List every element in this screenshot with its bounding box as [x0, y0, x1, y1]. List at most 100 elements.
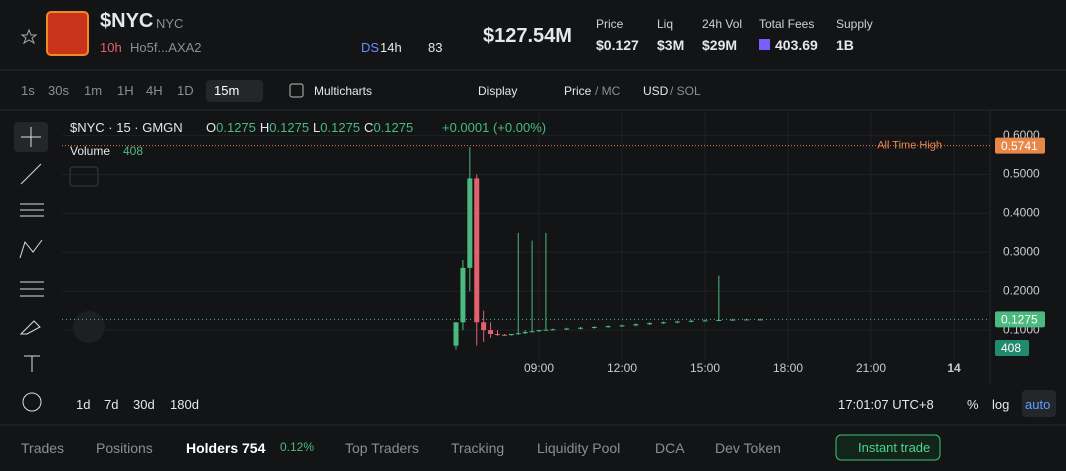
candle-body — [515, 333, 521, 335]
ath-value: 0.5741 — [1001, 139, 1038, 153]
tab[interactable]: Trades — [21, 440, 65, 456]
price-value: 0.1275 — [1001, 313, 1038, 327]
stat-label: Price — [596, 17, 624, 31]
instant-trade[interactable]: Instant trade — [858, 440, 931, 455]
x-tick-label: 14 — [947, 361, 961, 375]
tab[interactable]: DCA — [655, 440, 685, 456]
interval[interactable]: 1s — [21, 83, 35, 98]
usd-toggle[interactable]: USD — [643, 84, 669, 98]
prediction-tool[interactable] — [20, 281, 44, 297]
candle-body — [661, 322, 667, 324]
tv-logo — [73, 311, 105, 343]
multicharts[interactable]: Multicharts — [314, 84, 373, 98]
stat-label: 24h Vol — [702, 17, 743, 31]
candle-body — [578, 327, 584, 329]
tab[interactable]: Positions — [96, 440, 153, 456]
candle-body — [674, 321, 680, 323]
range[interactable]: 1d — [76, 397, 91, 412]
watchers: 83 — [428, 40, 443, 55]
stat-value: $3M — [657, 37, 685, 53]
interval[interactable]: 15m — [214, 83, 240, 98]
candle-body — [536, 330, 542, 332]
y-tick-label: 0.4000 — [1003, 206, 1040, 220]
x-tick-label: 21:00 — [856, 361, 886, 375]
range[interactable]: 7d — [104, 397, 119, 412]
x-tick-label: 15:00 — [690, 361, 720, 375]
candle-body — [633, 324, 639, 326]
age: 10h — [100, 40, 122, 55]
volume-badge-value: 408 — [1001, 341, 1021, 355]
percent[interactable]: % — [967, 397, 979, 412]
interval[interactable]: 1H — [117, 83, 134, 98]
pattern-tool[interactable] — [19, 239, 43, 259]
candle-body — [605, 326, 611, 328]
ohlc-legend: O0.1275 H0.1275 L0.1275 C0.1275 — [206, 120, 417, 135]
text-tool[interactable] — [24, 355, 40, 372]
ohlc-value: 0.1275 — [216, 120, 256, 135]
stat-label: Total Fees — [759, 17, 815, 31]
candle-body — [453, 322, 459, 346]
ohlc-value: 0.1275 — [320, 120, 361, 135]
volume-value: 408 — [123, 144, 144, 158]
instant-trade-button[interactable] — [835, 434, 941, 461]
tab[interactable]: Liquidity Pool — [537, 440, 621, 456]
price-toggle[interactable]: Price — [564, 84, 592, 98]
interval[interactable]: 30s — [48, 83, 69, 98]
interval-selected — [206, 80, 263, 102]
candle-body — [744, 319, 750, 321]
checkbox[interactable] — [289, 83, 304, 98]
x-tick-label: 18:00 — [773, 361, 803, 375]
tab[interactable]: Holders 754 — [186, 440, 266, 456]
candle-body — [591, 326, 597, 328]
candle-body — [501, 334, 507, 336]
volume-label: Volume — [70, 144, 111, 158]
display[interactable]: Display — [478, 84, 518, 98]
x-tick-label: 09:00 — [524, 361, 554, 375]
interval[interactable]: 1m — [84, 83, 103, 98]
ohlc-key: C — [364, 120, 374, 135]
candle-body — [702, 320, 708, 322]
candle-body — [730, 319, 736, 321]
emoji-tool[interactable] — [22, 392, 42, 412]
candle-body — [508, 333, 514, 336]
candle-body — [716, 319, 722, 321]
price-badge — [995, 311, 1045, 328]
ds: DS — [361, 40, 380, 55]
ath-text: All Time High — [877, 140, 942, 152]
candle-body — [495, 333, 501, 335]
stat-value: 403.69 — [775, 37, 818, 53]
range[interactable]: 30d — [133, 397, 155, 412]
sol-toggle[interactable]: / SOL — [670, 84, 701, 98]
ohlc-value: 0.1275 — [269, 120, 310, 135]
collapse-button[interactable] — [69, 166, 99, 187]
stat-label: Liq — [657, 17, 674, 31]
candle-body — [688, 320, 694, 322]
tab[interactable]: Top Traders — [345, 440, 419, 456]
ohlc-value: 0.1275 — [373, 120, 414, 135]
range[interactable]: 180d — [170, 397, 199, 412]
ohlc-key: H — [259, 120, 270, 135]
auto-button[interactable] — [1022, 390, 1056, 417]
auto[interactable]: auto — [1025, 397, 1051, 412]
ohlc-key: L — [313, 120, 321, 135]
change: +0.0001 (+0.00%) — [442, 120, 547, 135]
token-logo — [46, 11, 89, 56]
tab[interactable]: Tracking — [451, 440, 505, 456]
x-tick-label: 12:00 — [607, 361, 637, 375]
candle-body — [460, 267, 466, 323]
candle-body — [550, 329, 556, 331]
star-icon[interactable] — [20, 28, 38, 45]
interval[interactable]: 4H — [146, 83, 163, 98]
sol-icon — [759, 39, 770, 50]
mc-toggle[interactable]: / MC — [595, 84, 621, 98]
address: Ho5f...AXA2 — [130, 40, 202, 55]
fib-tool[interactable] — [20, 203, 44, 217]
tab[interactable]: Dev Token — [715, 440, 781, 456]
log[interactable]: log — [992, 397, 1010, 412]
brush-tool[interactable] — [19, 320, 41, 335]
interval[interactable]: 1D — [177, 83, 194, 98]
candle-body — [529, 331, 535, 333]
trend-tool[interactable] — [20, 163, 42, 185]
